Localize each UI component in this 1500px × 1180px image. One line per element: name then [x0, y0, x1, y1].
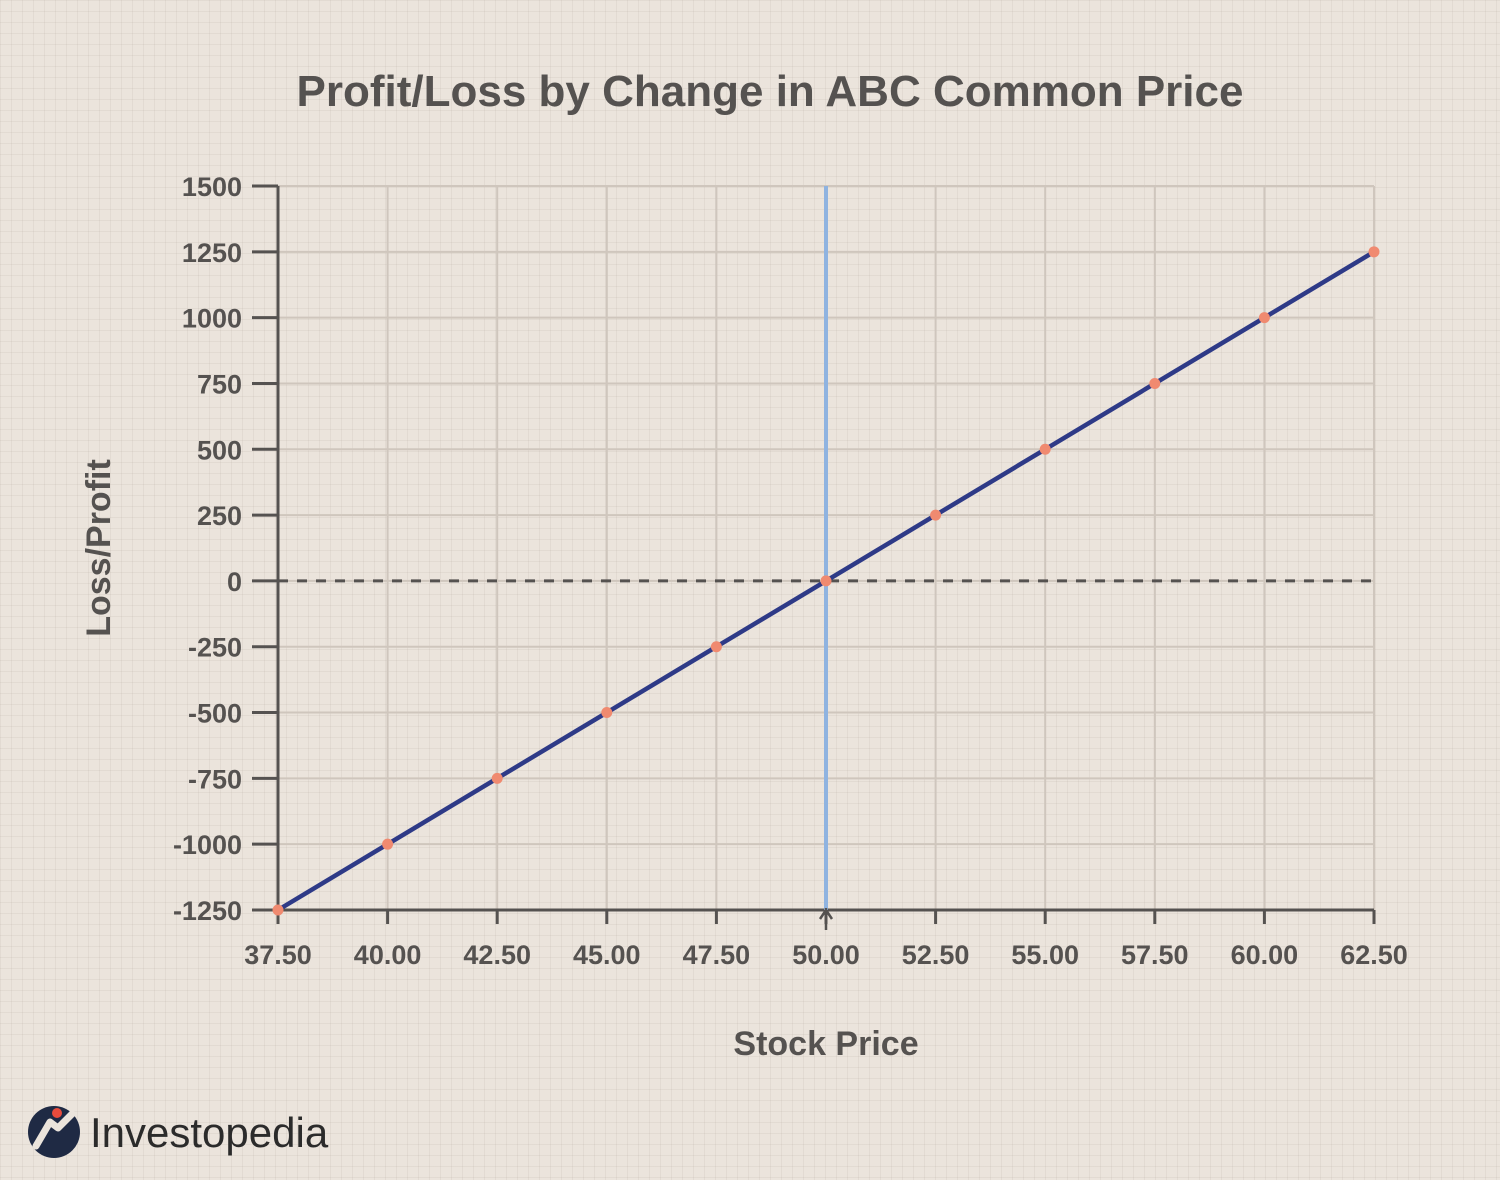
- y-tick-label: -250: [188, 633, 242, 663]
- x-tick-label: 37.50: [244, 940, 312, 970]
- reference-lines: [278, 186, 1374, 930]
- x-tick-label: 57.50: [1121, 940, 1189, 970]
- tick-labels: 37.50 40.00 42.50 45.00 47.50 50.00 52.50 55.00…: [173, 172, 1408, 970]
- y-tick-label: 750: [197, 369, 242, 399]
- y-tick-label: 1500: [182, 172, 242, 202]
- x-tick-label: 60.00: [1231, 940, 1299, 970]
- brand-logo: Investopedia: [28, 1106, 329, 1158]
- data-point: [382, 838, 394, 850]
- y-tick-label: 0: [227, 567, 242, 597]
- data-point: [820, 575, 832, 587]
- data-point: [1258, 312, 1270, 324]
- x-tick-label: 45.00: [573, 940, 641, 970]
- chart-title: Profit/Loss by Change in ABC Common Pric…: [297, 67, 1244, 116]
- x-axis-label: Stock Price: [733, 1025, 918, 1063]
- brand-name: Investopedia: [90, 1109, 329, 1156]
- y-tick-label: -1000: [173, 830, 242, 860]
- data-point: [601, 707, 613, 719]
- x-tick-label: 62.50: [1340, 940, 1408, 970]
- x-tick-label: 55.00: [1011, 940, 1079, 970]
- data-point: [272, 904, 284, 916]
- y-axis-label: Loss/Profit: [80, 459, 118, 637]
- y-tick-label: 500: [197, 435, 242, 465]
- axes: [252, 184, 1376, 924]
- x-tick-label: 52.50: [902, 940, 970, 970]
- series: [272, 246, 1380, 916]
- data-point: [491, 772, 503, 784]
- data-point: [1368, 246, 1380, 258]
- y-tick-label: 1000: [182, 304, 242, 334]
- x-tick-label: 47.50: [683, 940, 751, 970]
- y-tick-label: -750: [188, 764, 242, 794]
- data-point: [1039, 443, 1051, 455]
- up-arrow-icon: [818, 907, 834, 930]
- investopedia-mark-icon: [28, 1106, 80, 1158]
- y-tick-label: 250: [197, 501, 242, 531]
- y-tick-label: 1250: [182, 238, 242, 268]
- x-tick-label: 50.00: [792, 940, 860, 970]
- x-tick-label: 40.00: [354, 940, 422, 970]
- y-tick-label: -1250: [173, 896, 242, 926]
- data-point: [930, 509, 942, 521]
- x-tick-label: 42.50: [463, 940, 531, 970]
- y-tick-label: -500: [188, 699, 242, 729]
- data-point: [1149, 377, 1161, 389]
- data-point: [710, 641, 722, 653]
